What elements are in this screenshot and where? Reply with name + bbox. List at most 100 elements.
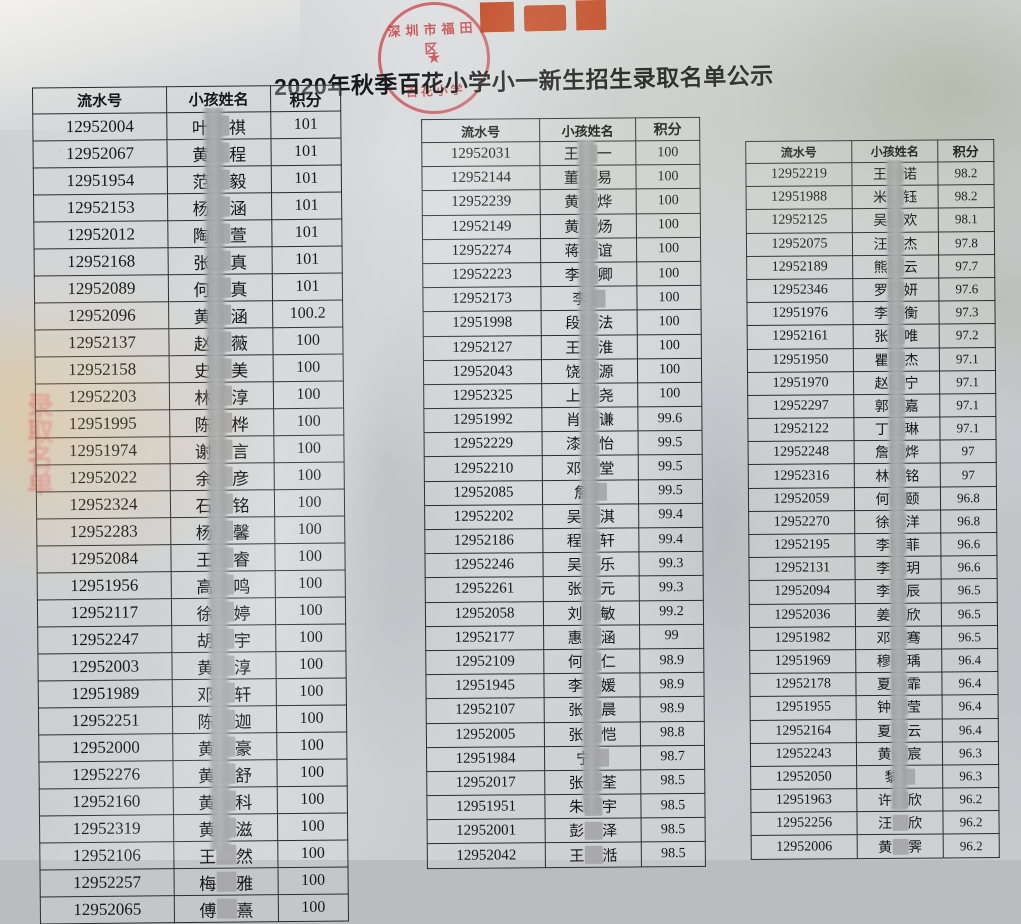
table-row: 12952106 王然 100: [39, 840, 348, 870]
table-header-row: 流水号 小孩姓名 积分: [32, 85, 341, 114]
table-row: 12952004 叶祺 101: [32, 111, 341, 141]
table-row: 12952003 黄淳 100: [37, 651, 347, 681]
name-redaction-block: [581, 531, 600, 550]
name-redaction-block: [889, 467, 906, 484]
table-row: 12951984 宁 98.7: [426, 745, 705, 772]
cell-points: 96.5: [941, 578, 998, 603]
name-redaction-block: [211, 412, 232, 433]
cell-id: 12951969: [749, 649, 856, 674]
table-row: 12951954 范毅 101: [33, 165, 342, 195]
name-first-char: 黄: [878, 840, 893, 856]
cell-id: 12952243: [750, 742, 857, 767]
table-row: 12952203 林淳 100: [35, 381, 344, 411]
cell-id: 12952178: [749, 672, 857, 697]
cell-name: 黎: [856, 764, 943, 789]
table-row: 12952186 程轩 99.4: [424, 527, 703, 554]
name-redaction-block: [579, 192, 598, 211]
cell-points: 101: [271, 219, 343, 247]
banner-block: [523, 4, 567, 32]
cell-name: 上尧: [541, 382, 638, 408]
cell-points: 97: [940, 462, 997, 487]
name-last-char: 淇: [599, 509, 615, 526]
name-redaction-block: [887, 258, 904, 275]
cell-name: 张真: [168, 246, 273, 275]
table-row: 12952089 何真 101: [34, 273, 343, 303]
cell-name: 熊云: [852, 254, 939, 279]
cell-id: 12951954: [33, 166, 168, 195]
name-last-char: 涵: [600, 630, 616, 647]
table-row: 12951963 许欣 96.2: [750, 787, 999, 813]
cell-points: 100: [276, 678, 347, 706]
name-first-char: 罗: [873, 283, 888, 300]
table-row: 12952319 黄滋 100: [39, 813, 348, 843]
cell-points: 100: [277, 840, 348, 868]
name-redaction-block: [583, 773, 602, 792]
cell-points: 100: [277, 813, 348, 841]
name-first-char: 张: [568, 775, 584, 792]
cell-id: 12951963: [750, 788, 857, 813]
cell-id: 12952256: [750, 811, 858, 836]
cell-name: 李玥: [854, 556, 942, 581]
table-row: 12952059 何颐 96.8: [748, 486, 997, 512]
table-row: 12952316 林铭 97: [748, 462, 997, 489]
name-redaction-block: [213, 628, 234, 649]
cell-points: 100: [275, 624, 346, 652]
name-first-char: 黄: [877, 747, 892, 763]
name-redaction-block: [580, 386, 599, 405]
name-redaction-block: [891, 722, 908, 739]
cell-name: 漆怡: [542, 431, 639, 457]
name-first-char: 傅: [199, 901, 217, 921]
name-redaction-block: [888, 328, 905, 345]
cell-id: 12952107: [426, 697, 545, 724]
cell-points: 98.2: [937, 161, 995, 186]
name-last-char: 洋: [905, 515, 920, 531]
cell-name: 王然: [173, 840, 278, 869]
name-redaction-block: [209, 169, 230, 190]
cell-id: 12952003: [37, 652, 173, 681]
cell-name: 蒋谊: [540, 237, 637, 263]
cell-id: 12952117: [37, 598, 172, 627]
cell-points: 97.3: [938, 300, 996, 325]
roster-table-2-body: 12952031 王一 100 12952144 董易 100 12952239 黄烨 100 1…: [421, 140, 706, 869]
table-row: 12952210 邓堂 99.5: [424, 454, 703, 482]
name-first-char: 蒋: [564, 243, 580, 260]
table-row: 12951988 米钰 98.2: [746, 184, 995, 210]
cell-name: 黄科: [173, 786, 278, 815]
cell-name: 张荃: [544, 769, 641, 795]
roster-table-3-container: 流水号 小孩姓名 积分 12952219 王诺 98.2 12951988 米钰 98.2…: [745, 139, 1000, 860]
table-row: 12952251 陈迦 100: [38, 705, 347, 735]
name-redaction-block: [216, 871, 237, 892]
name-first-char: 黄: [564, 219, 580, 236]
cell-points: 99.5: [638, 430, 703, 456]
cell-points: 100: [277, 867, 349, 895]
name-first-char: 黄: [198, 766, 216, 786]
cell-points: 100: [277, 786, 348, 814]
name-last-char: 元: [600, 582, 616, 599]
table-row: 12952283 杨馨 100: [36, 516, 345, 546]
table-row: 12952158 史美 100: [35, 354, 344, 384]
table-row: 12952075 汪杰 97.8: [746, 231, 995, 257]
cell-name: 张晨: [544, 697, 641, 723]
name-last-char: 烨: [905, 445, 920, 462]
cell-name: 杨涵: [167, 192, 272, 221]
table-row: 12952246 吴乐 99.3: [424, 551, 704, 578]
name-last-char: 湉: [602, 848, 618, 865]
column-header-points: 积分: [635, 117, 700, 141]
name-redaction-block: [890, 629, 907, 646]
name-first-char: 张: [567, 582, 583, 599]
cell-name: 黄炀: [540, 213, 637, 239]
cell-points: 100: [637, 382, 702, 407]
cell-id: 12952177: [425, 625, 544, 651]
cell-id: 12952096: [34, 301, 169, 330]
cell-points: 100: [276, 732, 347, 760]
name-redaction-block: [214, 709, 235, 730]
cell-name: 宁: [544, 745, 641, 771]
cell-name: 丁琳: [853, 417, 941, 441]
cell-name: 邓堂: [542, 455, 639, 481]
name-last-char: 晨: [601, 702, 617, 720]
cell-points: 100: [637, 333, 702, 359]
cell-points: 100: [636, 261, 701, 287]
cell-id: 12951956: [37, 571, 172, 600]
table-row: 12952137 赵薇 100: [34, 327, 344, 357]
orange-banner-fragment: [479, 0, 721, 33]
